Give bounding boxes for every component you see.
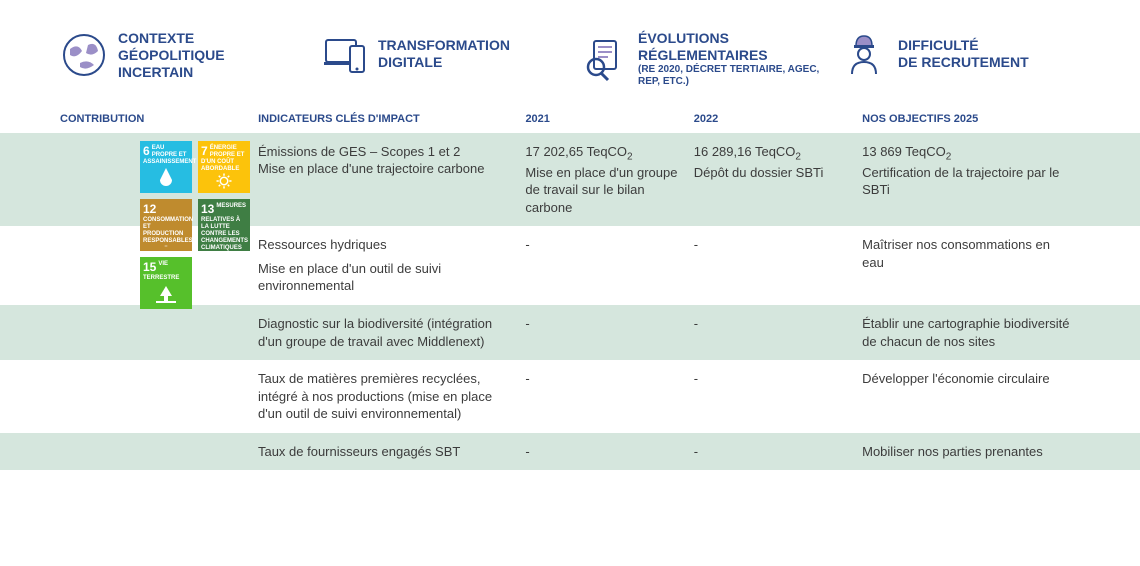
value-2021: 17 202,65 TeqCO2 — [525, 143, 683, 164]
table-row: Diagnostic sur la biodiversité (intégrat… — [0, 305, 1140, 360]
value-2021: - — [525, 236, 693, 295]
indicator-text: Mise en place d'une trajectoire carbone — [258, 160, 510, 178]
header-text: CONTEXTE — [118, 30, 225, 47]
value-2021: - — [525, 315, 693, 350]
indicator-text: Diagnostic sur la biodiversité (intégrat… — [258, 315, 525, 350]
header-text: RÉGLEMENTAIRES — [638, 47, 820, 64]
header-text: ÉVOLUTIONS — [638, 30, 820, 47]
header-item-geopolitics: CONTEXTE GÉOPOLITIQUE INCERTAIN — [60, 30, 300, 80]
col-header-indicators: INDICATEURS CLÉS D'IMPACT — [258, 113, 525, 125]
globe-icon — [60, 31, 108, 79]
header-item-regulatory: ÉVOLUTIONS RÉGLEMENTAIRES (RE 2020, DÉCR… — [580, 30, 820, 88]
sdg-tile-15: 15VIE TERRESTRE — [140, 257, 192, 309]
objective-text: Développer l'économie circulaire — [862, 370, 1080, 423]
header-text: DIGITALE — [378, 54, 510, 71]
header-text: INCERTAIN — [118, 64, 225, 81]
col-header-contribution: CONTRIBUTION — [60, 113, 258, 125]
col-header-2021: 2021 — [525, 113, 693, 125]
header-text: GÉOPOLITIQUE — [118, 47, 225, 64]
devices-icon — [320, 30, 368, 78]
indicator-text: Taux de fournisseurs engagés SBT — [258, 443, 525, 461]
sdg-tile-13: 13MESURES RELATIVES À LA LUTTE CONTRE LE… — [198, 199, 250, 251]
document-magnifier-icon — [580, 35, 628, 83]
value-2021: - — [525, 443, 693, 461]
header-subtext: (RE 2020, DÉCRET TERTIAIRE, AGEC, REP, E… — [638, 64, 820, 88]
header-text: DIFFICULTÉ — [898, 37, 1029, 54]
table-body: 6EAU PROPRE ET ASSAINISSEMENT 7ÉNERGIE P… — [0, 133, 1140, 471]
value-2021: - — [525, 370, 693, 423]
header-text: DE RECRUTEMENT — [898, 54, 1029, 71]
tree-icon — [143, 282, 189, 306]
value-2022: 16 289,16 TeqCO2 — [694, 143, 852, 164]
header-item-digital: TRANSFORMATION DIGITALE — [320, 30, 560, 78]
value-2022: - — [694, 370, 862, 423]
col-header-objectives: NOS OBJECTIFS 2025 — [862, 113, 1080, 125]
objective-text: Établir une cartographie biodiversité de… — [862, 315, 1080, 350]
indicator-text: Taux de matières premières recyclées, in… — [258, 370, 525, 423]
objective-text: 13 869 TeqCO2 — [862, 143, 1070, 164]
value-2022: - — [694, 236, 862, 295]
objective-text: Certification de la trajectoire par le S… — [862, 164, 1070, 199]
header-item-recruitment: DIFFICULTÉ DE RECRUTEMENT — [840, 30, 1080, 78]
table-row: Taux de fournisseurs engagés SBT - - Mob… — [0, 433, 1140, 471]
indicator-text: Ressources hydriques — [258, 236, 510, 254]
indicator-text: Mise en place d'un outil de suivi enviro… — [258, 260, 510, 295]
sun-icon — [201, 172, 247, 190]
col-header-2022: 2022 — [694, 113, 862, 125]
worker-icon — [840, 30, 888, 78]
table-row: Taux de matières premières recyclées, in… — [0, 360, 1140, 433]
value-2021-note: Mise en place d'un groupe de travail sur… — [525, 164, 683, 217]
sdg-tile-7: 7ÉNERGIE PROPRE ET D'UN COÛT ABORDABLE — [198, 141, 250, 193]
value-2022-note: Dépôt du dossier SBTi — [694, 164, 852, 182]
objective-text: Mobiliser nos parties prenantes — [862, 443, 1080, 461]
infinity-icon — [143, 244, 189, 248]
sdg-tile-6: 6EAU PROPRE ET ASSAINISSEMENT — [140, 141, 192, 193]
header-text: TRANSFORMATION — [378, 37, 510, 54]
value-2022: - — [694, 315, 862, 350]
sdg-tile-12: 12CONSOMMATION ET PRODUCTION RESPONSABLE… — [140, 199, 192, 251]
water-icon — [143, 166, 189, 190]
header-factors-row: CONTEXTE GÉOPOLITIQUE INCERTAIN TRANSFOR… — [0, 0, 1140, 103]
objective-text: Maîtriser nos consommations en eau — [862, 236, 1080, 295]
column-headers-row: CONTRIBUTION INDICATEURS CLÉS D'IMPACT 2… — [0, 103, 1140, 133]
value-2022: - — [694, 443, 862, 461]
sdg-tiles-panel: 6EAU PROPRE ET ASSAINISSEMENT 7ÉNERGIE P… — [140, 141, 270, 309]
indicator-text: Émissions de GES – Scopes 1 et 2 — [258, 143, 510, 161]
